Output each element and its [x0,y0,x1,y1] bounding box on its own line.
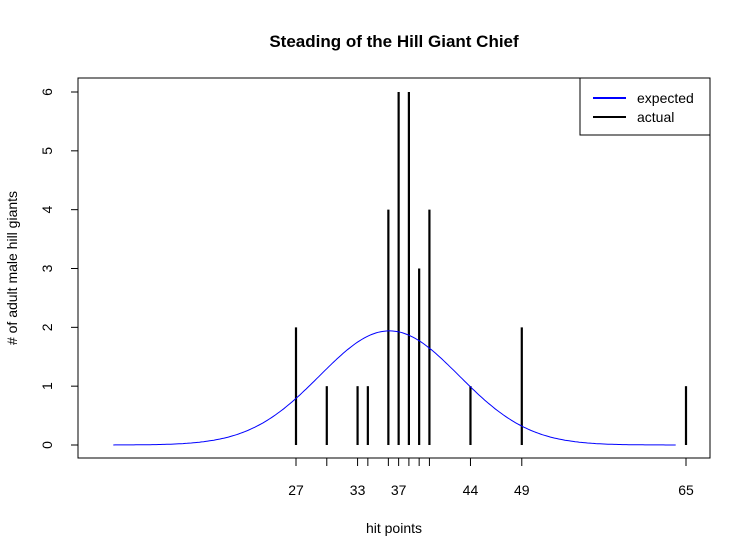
expected-curve [113,330,676,446]
legend-expected-label: expected [637,90,694,106]
x-tick-label: 37 [391,482,407,498]
actual-series [294,92,688,445]
y-tick-label: 0 [39,441,55,449]
y-tick-label: 6 [39,88,55,96]
y-tick-label: 1 [39,382,55,390]
x-axis: 27 33 37 44 49 65 [288,457,694,498]
x-tick-label: 27 [288,482,304,498]
chart-title: Steading of the Hill Giant Chief [269,32,519,51]
y-axis: 0 1 2 3 4 5 6 [39,88,79,449]
y-tick-label: 2 [39,323,55,331]
y-axis-label: # of adult male hill giants [4,191,20,345]
x-tick-label: 33 [350,482,366,498]
y-tick-label: 5 [39,147,55,155]
y-tick-label: 3 [39,264,55,272]
x-tick-label: 44 [463,482,479,498]
x-tick-label: 49 [514,482,530,498]
legend-actual-label: actual [637,109,674,125]
y-tick-label: 4 [39,206,55,214]
legend: expected actual [579,77,711,136]
legend-box [579,77,711,136]
x-tick-label: 65 [678,482,694,498]
x-axis-label: hit points [366,520,422,536]
